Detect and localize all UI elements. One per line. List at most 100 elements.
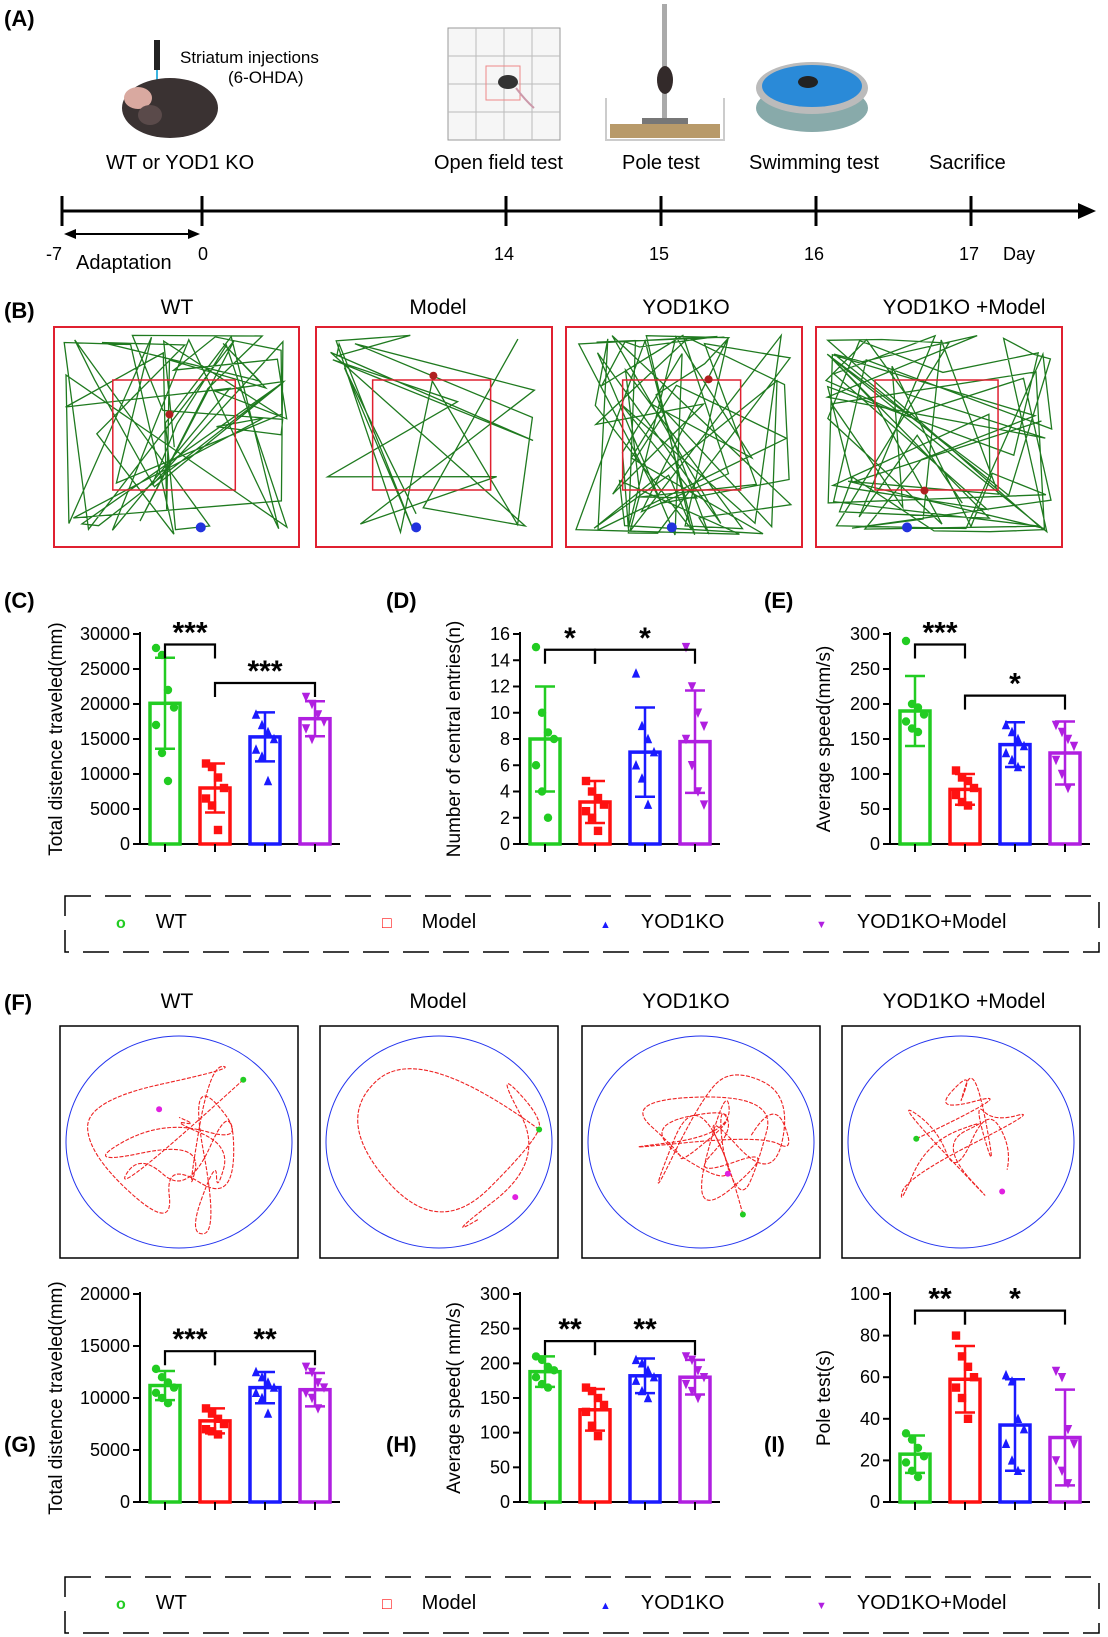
data-point bbox=[581, 1407, 591, 1417]
significance-label: ** bbox=[633, 1313, 657, 1346]
pool-outline bbox=[587, 1035, 815, 1249]
legend-marker-komodel: ▼ bbox=[816, 919, 827, 931]
data-point bbox=[631, 668, 641, 678]
significance-label: * bbox=[1009, 668, 1021, 701]
data-point bbox=[543, 813, 553, 822]
panel-label-d: (D) bbox=[386, 588, 417, 613]
panel-label-a: (A) bbox=[4, 6, 35, 31]
y-tick-label: 0 bbox=[870, 1492, 880, 1512]
data-point bbox=[301, 692, 311, 703]
y-tick-label: 5000 bbox=[90, 799, 130, 819]
data-point bbox=[913, 1472, 923, 1482]
data-point bbox=[1013, 761, 1023, 772]
data-point bbox=[151, 1388, 161, 1397]
data-point bbox=[201, 794, 211, 803]
y-tick-label: 50 bbox=[490, 1457, 510, 1477]
data-point bbox=[593, 826, 603, 836]
legend2-item-model: □ Model bbox=[382, 1592, 477, 1614]
data-point bbox=[581, 776, 591, 786]
data-point bbox=[251, 1387, 261, 1397]
data-point bbox=[1007, 1376, 1017, 1386]
data-point bbox=[699, 721, 709, 732]
swim-title-ko: YOD1KO bbox=[642, 990, 730, 1013]
data-point bbox=[549, 1366, 559, 1375]
data-point bbox=[687, 761, 697, 771]
pool-frame bbox=[581, 1025, 821, 1259]
data-point bbox=[637, 1358, 647, 1368]
data-point bbox=[963, 776, 973, 786]
data-point bbox=[213, 773, 223, 782]
data-point bbox=[257, 751, 267, 761]
data-point bbox=[1013, 733, 1023, 744]
data-point bbox=[151, 720, 161, 730]
pool-frame bbox=[59, 1025, 299, 1259]
open-field-track bbox=[575, 333, 793, 536]
data-point bbox=[901, 1458, 911, 1467]
pool-frame bbox=[319, 1025, 559, 1259]
data-point bbox=[631, 1354, 641, 1365]
data-point bbox=[1019, 1424, 1029, 1434]
swim-track bbox=[900, 1077, 1024, 1198]
data-point bbox=[593, 1393, 603, 1403]
data-point bbox=[901, 717, 911, 726]
tick-label-0: 0 bbox=[198, 244, 209, 264]
data-point bbox=[219, 783, 229, 793]
data-point bbox=[1063, 734, 1073, 745]
chart-c-total-distance: 0 5000 10000 15000 20000 25000 30000 Total dist… bbox=[46, 620, 340, 856]
data-point bbox=[1019, 740, 1029, 751]
data-point bbox=[957, 1352, 967, 1361]
y-tick-label: 250 bbox=[480, 1319, 510, 1339]
significance-label: ** bbox=[253, 1323, 277, 1356]
panel-label-h: (H) bbox=[386, 1432, 417, 1457]
start-point-marker bbox=[704, 375, 713, 384]
data-point bbox=[681, 734, 691, 745]
panel-label-g: (G) bbox=[4, 1432, 36, 1457]
significance-bracket bbox=[213, 1350, 317, 1366]
legend2-marker-wt: o bbox=[116, 1596, 126, 1613]
group-label: WT or YOD1 KO bbox=[106, 152, 255, 174]
data-point bbox=[1063, 1479, 1073, 1489]
center-zone bbox=[112, 379, 237, 491]
y-tick-label: 40 bbox=[860, 1409, 880, 1429]
swim-track bbox=[357, 1068, 541, 1228]
data-point bbox=[643, 799, 653, 809]
end-point-marker bbox=[411, 522, 422, 533]
data-point bbox=[681, 642, 691, 653]
data-point bbox=[1051, 720, 1061, 731]
y-tick-label: 80 bbox=[860, 1326, 880, 1346]
significance-label: ** bbox=[928, 1283, 952, 1316]
chart-g-swim-distance: 0 5000 10000 15000 20000 Total distence trave… bbox=[46, 1281, 340, 1515]
mouse-injection-icon bbox=[122, 40, 218, 138]
data-point bbox=[1057, 727, 1067, 738]
legend-item-komodel: ▼ YOD1KO+Model bbox=[816, 911, 1007, 933]
center-zone bbox=[621, 379, 742, 491]
data-point bbox=[201, 1404, 211, 1413]
open-field-tracks bbox=[53, 326, 1063, 548]
data-point bbox=[913, 703, 923, 712]
y-tick-label: 0 bbox=[120, 834, 130, 854]
data-point bbox=[963, 1362, 973, 1371]
data-point bbox=[163, 1399, 173, 1408]
data-point bbox=[307, 1367, 317, 1378]
data-point bbox=[581, 1383, 591, 1392]
data-point bbox=[901, 1429, 911, 1438]
end-point-marker bbox=[902, 522, 913, 533]
swimming-pool-icon bbox=[756, 62, 868, 132]
pole-test-icon bbox=[605, 4, 725, 141]
data-point bbox=[963, 801, 973, 810]
y-tick-label: 0 bbox=[500, 834, 510, 854]
bar bbox=[248, 1385, 282, 1504]
data-point bbox=[593, 793, 603, 803]
y-tick-label: 150 bbox=[850, 729, 880, 749]
data-point bbox=[631, 760, 641, 770]
data-point bbox=[313, 1404, 323, 1414]
injection-label-line2: (6-OHDA) bbox=[228, 68, 304, 87]
y-tick-label: 25000 bbox=[80, 659, 130, 679]
data-point bbox=[649, 1372, 659, 1382]
data-point bbox=[581, 806, 591, 816]
significance-bracket bbox=[593, 648, 697, 664]
start-point-marker bbox=[429, 371, 438, 380]
y-tick-label: 60 bbox=[860, 1367, 880, 1387]
y-tick-label: 0 bbox=[500, 1492, 510, 1512]
significance-label: * bbox=[564, 622, 576, 655]
